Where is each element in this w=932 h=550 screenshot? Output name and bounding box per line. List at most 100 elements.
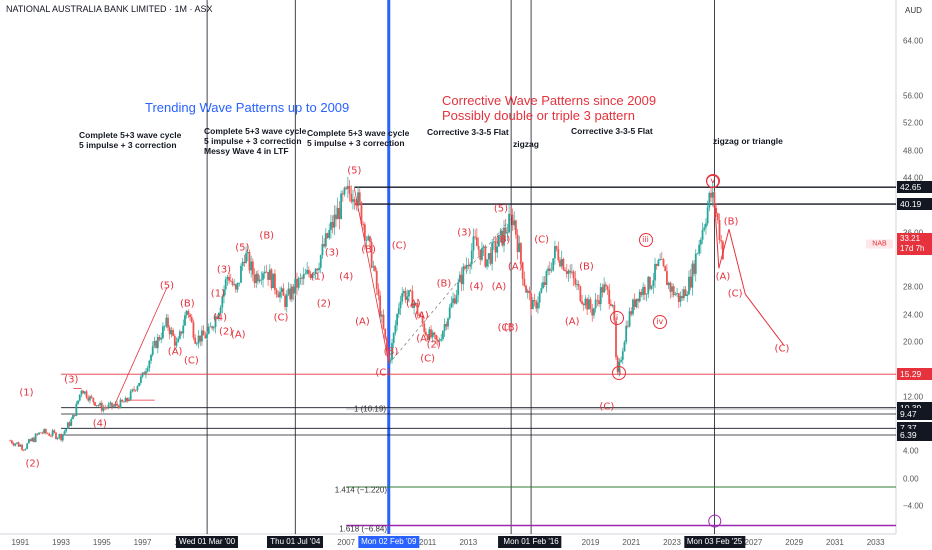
candle-body <box>657 260 660 266</box>
candle-body <box>340 193 342 219</box>
candle-body <box>606 286 609 290</box>
candle-body <box>518 243 521 252</box>
wave-label: (A) <box>491 281 507 293</box>
candle-body <box>311 274 314 278</box>
candle-body <box>168 327 171 335</box>
candle-body <box>582 303 585 306</box>
candle-body <box>231 281 234 285</box>
candle-body <box>554 246 556 259</box>
candle-body <box>569 270 572 273</box>
note-zigzag: zigzag <box>513 139 539 149</box>
candle-body <box>523 278 526 286</box>
candle-body <box>17 442 20 447</box>
candle-body <box>672 286 675 296</box>
candle-body <box>509 213 512 215</box>
candle-body <box>660 259 663 260</box>
candle-body <box>650 286 653 289</box>
candle-body <box>58 433 61 438</box>
candle-body <box>87 397 90 401</box>
candle-body <box>418 314 421 316</box>
candle-body <box>348 185 351 194</box>
candle-body <box>48 433 51 436</box>
candle-body <box>705 223 707 228</box>
candle-body <box>160 337 163 340</box>
price-tick: 36.00 <box>903 228 923 237</box>
price-tick: 64.00 <box>903 36 924 46</box>
year-tick: 2019 <box>581 538 600 547</box>
candle-body <box>328 229 331 238</box>
candle-body <box>365 239 368 241</box>
candle-body <box>165 317 168 327</box>
wave-label: (B) <box>180 298 195 310</box>
wave-label: (C) <box>273 312 289 324</box>
candle-body <box>258 279 261 282</box>
candle-body <box>696 253 699 255</box>
candle-body <box>423 323 426 332</box>
wave-label: (B) <box>495 234 511 245</box>
candle-body <box>202 330 205 336</box>
wave-label: ii <box>612 365 627 380</box>
candle-body <box>80 390 83 395</box>
candle-body <box>470 250 473 265</box>
candle-body <box>89 396 91 401</box>
candle-body <box>626 325 629 327</box>
candle-body <box>453 298 456 304</box>
candle-body <box>667 282 670 286</box>
candle-body <box>177 338 180 343</box>
wave-label: (C) <box>497 322 513 334</box>
candle-body <box>156 337 159 348</box>
year-tick: 1995 <box>92 538 111 547</box>
currency-label[interactable]: AUD <box>905 6 922 15</box>
candle-body <box>611 305 614 306</box>
candle-body <box>440 339 443 341</box>
candle-body <box>477 246 480 250</box>
price-tick: 48.00 <box>903 146 924 156</box>
candle-body <box>720 240 723 242</box>
candle-body <box>591 308 594 316</box>
candle-body <box>501 230 504 246</box>
candle-body <box>66 422 69 429</box>
candle-body <box>530 293 533 310</box>
candle-body <box>70 419 73 426</box>
candle-body <box>425 331 427 336</box>
candle-body <box>652 280 655 287</box>
candle-body <box>77 400 79 404</box>
candle-body <box>688 276 690 295</box>
wave-label: (C) <box>534 234 550 245</box>
candle-body <box>450 302 453 308</box>
candle-body <box>394 325 397 333</box>
wave-connector <box>113 287 168 407</box>
candle-body <box>487 253 490 260</box>
candle-body <box>479 249 482 260</box>
candle-body <box>73 415 76 416</box>
candle-body <box>138 382 141 387</box>
candle-body <box>608 289 611 304</box>
candle-body <box>223 289 225 297</box>
candle-body <box>241 261 244 267</box>
candle-body <box>331 222 334 228</box>
candle-body <box>245 253 247 263</box>
wave-label: (A) <box>715 271 731 283</box>
candle-body <box>382 314 385 329</box>
wave-label: (B) <box>723 216 739 228</box>
candle-body <box>647 276 650 294</box>
candle-body <box>228 276 230 281</box>
candle-body <box>401 293 404 302</box>
candle-body <box>301 277 303 279</box>
candle-body <box>677 293 680 302</box>
candle-body <box>27 439 30 444</box>
candle-body <box>564 269 566 272</box>
candle-body <box>117 405 120 409</box>
wave-label: (C) <box>727 288 743 300</box>
wave-label: (A) <box>167 346 183 358</box>
candle-body <box>82 390 85 394</box>
candle-body <box>404 291 407 300</box>
candle-body <box>576 284 578 285</box>
candle-body <box>396 314 398 326</box>
candle-body <box>448 307 451 319</box>
candle-body <box>145 371 147 375</box>
candle-body <box>224 279 227 290</box>
wave-label: (4) <box>469 281 484 293</box>
wave-label: (5) <box>493 203 509 215</box>
